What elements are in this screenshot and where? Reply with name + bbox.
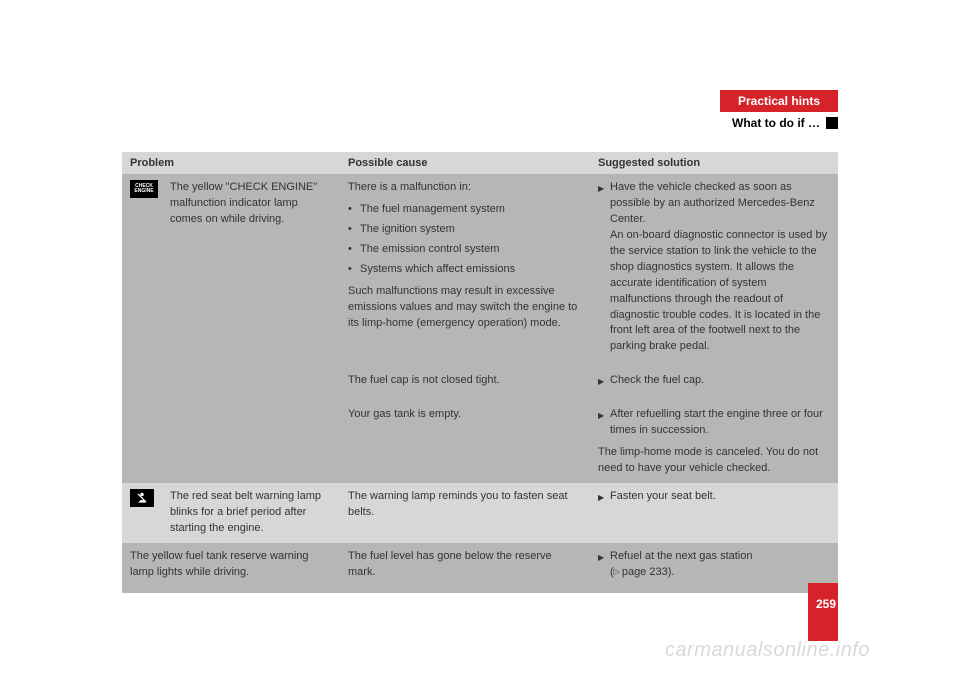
solution-para: The limp-home mode is canceled. You do n… <box>598 445 830 477</box>
troubleshooting-table: Problem Possible cause Suggested solutio… <box>122 152 838 593</box>
cause-para: Such malfunctions may result in excessiv… <box>348 284 582 332</box>
page-title: What to do if … <box>732 116 826 130</box>
triangle-icon <box>598 489 610 505</box>
problem-text: The red seat belt warning lamp blinks fo… <box>162 483 340 543</box>
subheader-row: What to do if … <box>122 116 838 130</box>
cause-text: The warning lamp reminds you to fasten s… <box>340 483 590 543</box>
action-item: After refuelling start the engine three … <box>598 407 830 439</box>
pageref-text: page 233). <box>622 566 675 578</box>
solution-text: Check the fuel cap. <box>590 367 838 401</box>
action-text: Refuel at the next gas station (page 233… <box>610 549 830 581</box>
action-line: Refuel at the next gas station <box>610 550 752 562</box>
cause-list: The fuel management system The ignition … <box>348 202 582 278</box>
icon-cell <box>122 483 162 543</box>
section-tab: Practical hints <box>720 90 838 112</box>
list-item: The emission control system <box>348 242 582 258</box>
action-text: Fasten your seat belt. <box>610 489 830 505</box>
action-detail: An on-board diagnostic connector is used… <box>610 229 827 353</box>
check-engine-icon: CHECK ENGINE <box>130 180 158 198</box>
pageref-icon <box>614 566 622 578</box>
table-row: The red seat belt warning lamp blinks fo… <box>122 483 838 543</box>
solution-text: Fasten your seat belt. <box>590 483 838 543</box>
problem-text: The yellow "CHECK ENGINE" malfunction in… <box>162 174 340 483</box>
action-item: Refuel at the next gas station (page 233… <box>598 549 830 581</box>
col-cause: Possible cause <box>340 152 590 174</box>
cause-intro: There is a malfunction in: <box>348 180 582 196</box>
page-content: Practical hints What to do if … Problem … <box>122 90 838 593</box>
triangle-icon <box>598 407 610 439</box>
action-text: Check the fuel cap. <box>610 373 830 389</box>
solution-text: Refuel at the next gas station (page 233… <box>590 543 838 593</box>
cause-text: There is a malfunction in: The fuel mana… <box>340 174 590 367</box>
icon-cell: CHECK ENGINE <box>122 174 162 483</box>
list-item: The fuel management system <box>348 202 582 218</box>
action-item: Have the vehicle checked as soon as poss… <box>598 180 830 355</box>
solution-text: Have the vehicle checked as soon as poss… <box>590 174 838 367</box>
triangle-icon <box>598 373 610 389</box>
table-row: The yellow fuel tank reserve warning lam… <box>122 543 838 593</box>
seatbelt-icon <box>130 489 154 507</box>
action-item: Fasten your seat belt. <box>598 489 830 505</box>
action-line: Have the vehicle checked as soon as poss… <box>610 181 815 225</box>
triangle-icon <box>598 549 610 581</box>
cause-text: The fuel cap is not closed tight. <box>340 367 590 401</box>
solution-text: After refuelling start the engine three … <box>590 401 838 483</box>
table-row: CHECK ENGINE The yellow "CHECK ENGINE" m… <box>122 174 838 367</box>
action-text: Have the vehicle checked as soon as poss… <box>610 180 830 355</box>
cause-text: The fuel level has gone below the reserv… <box>340 543 590 593</box>
triangle-icon <box>598 180 610 355</box>
col-problem: Problem <box>122 152 340 174</box>
watermark: carmanualsonline.info <box>665 639 870 662</box>
action-text: After refuelling start the engine three … <box>610 407 830 439</box>
page-number: 259 <box>808 583 838 641</box>
cause-text: Your gas tank is empty. <box>340 401 590 483</box>
col-solution: Suggested solution <box>590 152 838 174</box>
header-band: Practical hints <box>122 90 838 112</box>
title-marker <box>826 117 838 129</box>
action-item: Check the fuel cap. <box>598 373 830 389</box>
page-ref: (page 233). <box>610 566 674 578</box>
icon-text: ENGINE <box>134 189 153 194</box>
list-item: The ignition system <box>348 222 582 238</box>
problem-text: The yellow fuel tank reserve warning lam… <box>122 543 340 593</box>
list-item: Systems which affect emissions <box>348 262 582 278</box>
